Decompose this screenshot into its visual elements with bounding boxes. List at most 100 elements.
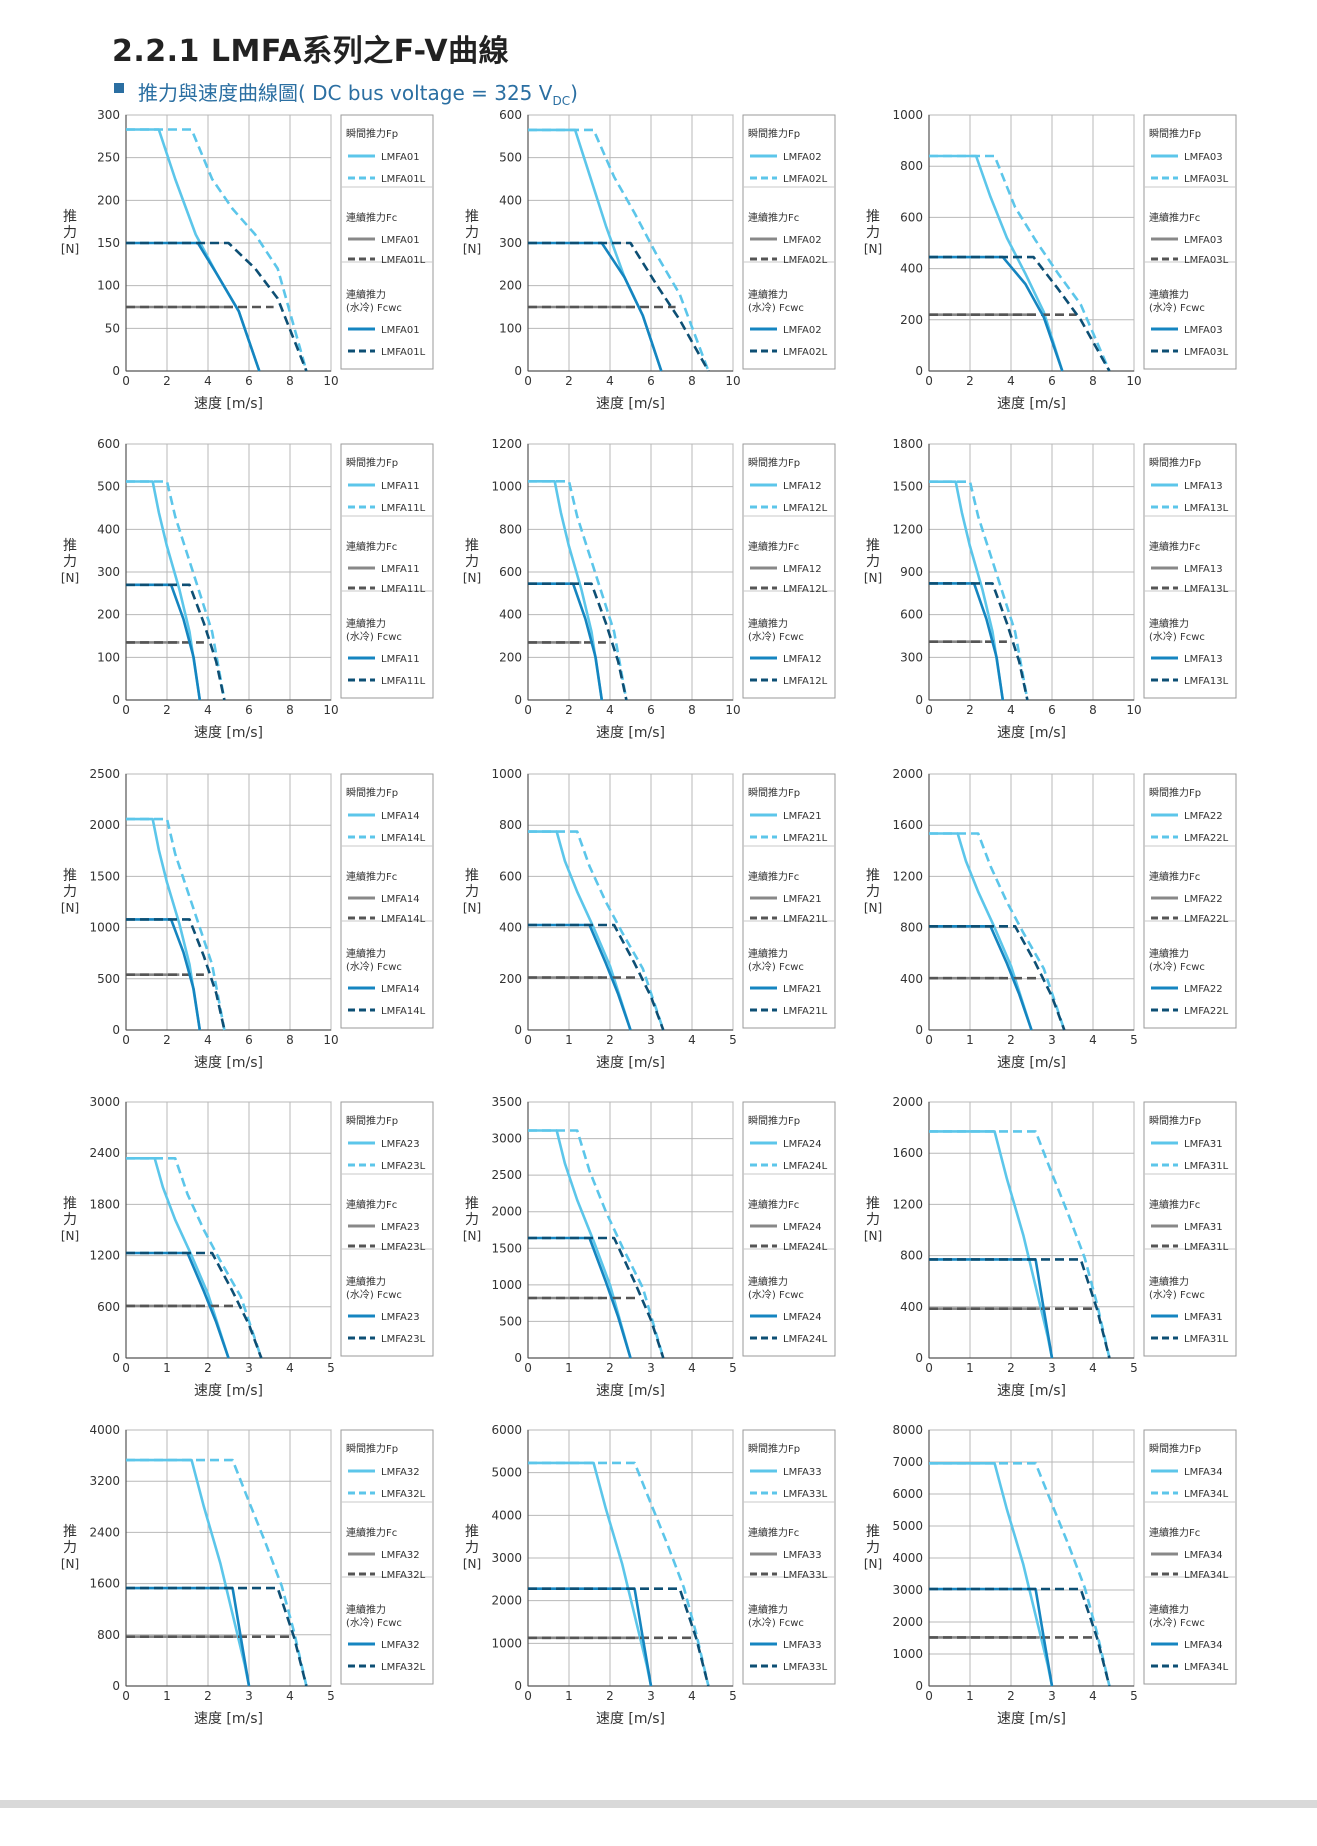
x-tick-label: 0 xyxy=(925,1361,933,1375)
y-tick-label: 800 xyxy=(900,1249,923,1263)
series-line-fcwc-lmfa32 xyxy=(126,1586,251,1687)
legend: 瞬間推力Fp LMFA11 LMFA11L 連續推力Fc LMFA11 LMFA11L 連續… xyxy=(340,443,434,699)
y-tick-label: 50 xyxy=(105,321,120,335)
legend-title-fp: 瞬間推力Fp xyxy=(1149,1114,1201,1127)
x-tick-label: 8 xyxy=(286,374,294,388)
legend-title-fc: 連續推力Fc xyxy=(346,870,397,883)
y-tick-label: 600 xyxy=(97,1300,120,1314)
y-axis-label: 推 xyxy=(63,209,77,225)
y-tick-label: 1200 xyxy=(491,437,522,451)
y-tick-label: 1000 xyxy=(491,767,522,781)
legend-title-fcwc: 連續推力 xyxy=(748,1603,788,1616)
legend-entry-label: LMFA22 xyxy=(1184,984,1223,995)
legend-entry-label: LMFA34 xyxy=(1184,1550,1223,1561)
y-axis-label: [N] xyxy=(463,1229,481,1243)
y-axis-label: [N] xyxy=(864,571,882,585)
x-tick-label: 6 xyxy=(647,703,655,717)
x-tick-label: 4 xyxy=(1007,374,1015,388)
chart-lmfa21: 0 1 2 3 4 5 0 200 400 600 800 1000 推力[N] 速度 [m/s] 瞬間推力… xyxy=(463,767,836,1071)
x-axis-label: 速度 [m/s] xyxy=(596,396,665,412)
y-tick-label: 1600 xyxy=(892,818,923,832)
series-line-fp-lmfa14l xyxy=(126,817,226,1031)
y-tick-label: 6000 xyxy=(892,1487,923,1501)
x-tick-label: 0 xyxy=(122,374,130,388)
y-axis-label: 力 xyxy=(866,554,880,570)
x-axis-label: 速度 [m/s] xyxy=(194,396,263,412)
y-tick-label: 100 xyxy=(97,279,120,293)
y-tick-label: 400 xyxy=(900,1300,923,1314)
y-tick-label: 0 xyxy=(112,1023,120,1037)
y-tick-label: 900 xyxy=(900,565,923,579)
series-line-fcwc-lmfa34l xyxy=(929,1587,1111,1687)
legend-entry-label: LMFA24L xyxy=(783,1161,828,1172)
y-axis-label: [N] xyxy=(463,242,481,256)
x-tick-label: 1 xyxy=(966,1361,974,1375)
y-tick-label: 800 xyxy=(499,818,522,832)
x-tick-label: 4 xyxy=(688,1689,696,1703)
legend-entry-label: LMFA02 xyxy=(783,325,822,336)
y-tick-label: 0 xyxy=(514,693,522,707)
y-tick-label: 1200 xyxy=(892,869,923,883)
y-tick-label: 500 xyxy=(499,1314,522,1328)
y-axis-label: 推 xyxy=(866,1196,880,1212)
x-tick-label: 8 xyxy=(1089,374,1097,388)
series-line-fp-lmfa34l xyxy=(929,1462,1111,1687)
y-tick-label: 4000 xyxy=(892,1551,923,1565)
x-tick-label: 0 xyxy=(524,1361,532,1375)
y-tick-label: 800 xyxy=(499,522,522,536)
x-axis-label: 速度 [m/s] xyxy=(194,1711,263,1727)
legend: 瞬間推力Fp LMFA32 LMFA32L 連續推力Fc LMFA32 LMFA32L 連續… xyxy=(340,1429,434,1685)
legend-entry-label: LMFA03 xyxy=(1184,235,1223,246)
legend-entry-label: LMFA34L xyxy=(1184,1489,1229,1500)
x-tick-label: 0 xyxy=(524,1033,532,1047)
series-line-fcwc-lmfa22l xyxy=(929,925,1066,1031)
series-line-fcwc-lmfa01l xyxy=(126,241,308,372)
y-axis-label: 推 xyxy=(465,538,479,554)
y-tick-label: 200 xyxy=(499,972,522,986)
legend-entry-label: LMFA22 xyxy=(1184,894,1223,905)
legend: 瞬間推力Fp LMFA14 LMFA14L 連續推力Fc LMFA14 LMFA14L 連續… xyxy=(340,773,434,1029)
legend-entry-label: LMFA01 xyxy=(381,152,420,163)
legend-entry-label: LMFA02 xyxy=(783,235,822,246)
x-tick-label: 10 xyxy=(323,1033,338,1047)
legend-title-fp: 瞬間推力Fp xyxy=(346,456,398,469)
y-tick-label: 300 xyxy=(97,565,120,579)
legend-title-fcwc: (水冷) Fcwc xyxy=(748,960,804,973)
y-tick-label: 0 xyxy=(112,1679,120,1693)
y-tick-label: 1200 xyxy=(892,522,923,536)
legend-entry-label: LMFA01L xyxy=(381,347,426,358)
y-axis-label: 推 xyxy=(465,1196,479,1212)
series-line-fcwc-lmfa22 xyxy=(929,925,1033,1031)
square-bullet-icon xyxy=(114,83,124,93)
x-tick-label: 0 xyxy=(524,703,532,717)
legend-title-fcwc: 連續推力 xyxy=(748,617,788,630)
subtitle-main: 推力與速度曲線圖( DC bus voltage = 325 V xyxy=(138,81,553,105)
series-line-fcwc-lmfa03l xyxy=(929,255,1111,372)
x-tick-label: 5 xyxy=(327,1361,335,1375)
legend-entry-label: LMFA24 xyxy=(783,1139,822,1150)
legend: 瞬間推力Fp LMFA03 LMFA03L 連續推力Fc LMFA03 LMFA03L 連續… xyxy=(1143,114,1237,370)
x-tick-label: 5 xyxy=(729,1033,737,1047)
x-tick-label: 0 xyxy=(925,1689,933,1703)
chart-lmfa03: 0 2 4 6 8 10 0 200 400 600 800 1000 推力[N] 速度 [m/s] 瞬間推… xyxy=(864,108,1237,412)
y-axis-label: 力 xyxy=(866,225,880,241)
y-axis-label: 推 xyxy=(866,1524,880,1540)
chart-lmfa24: 0 1 2 3 4 5 0 500 1000 1500 2000 2500 3000 3500 推力[N] 速… xyxy=(463,1095,836,1399)
y-axis-label: [N] xyxy=(864,1557,882,1571)
y-axis-label: [N] xyxy=(61,242,79,256)
x-tick-label: 0 xyxy=(122,1689,130,1703)
legend: 瞬間推力Fp LMFA02 LMFA02L 連續推力Fc LMFA02 LMFA02L 連續… xyxy=(742,114,836,370)
legend-entry-label: LMFA01L xyxy=(381,255,426,266)
legend-entry-label: LMFA12 xyxy=(783,654,822,665)
chart-lmfa23: 0 1 2 3 4 5 0 600 1200 1800 2400 3000 推力[N] 速度 [m/s] 瞬… xyxy=(61,1095,434,1399)
x-tick-label: 4 xyxy=(286,1361,294,1375)
series-line-fcwc-lmfa24 xyxy=(528,1236,632,1359)
y-tick-label: 1000 xyxy=(491,1278,522,1292)
legend-entry-label: LMFA11 xyxy=(381,564,420,575)
plot-area xyxy=(928,773,1135,1031)
x-tick-label: 1 xyxy=(163,1361,171,1375)
legend-entry-label: LMFA14L xyxy=(381,914,426,925)
y-axis-label: 力 xyxy=(465,884,479,900)
x-tick-label: 1 xyxy=(565,1033,573,1047)
y-axis-label: 力 xyxy=(866,884,880,900)
